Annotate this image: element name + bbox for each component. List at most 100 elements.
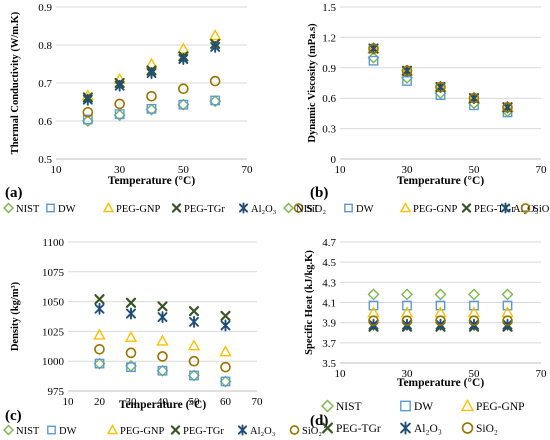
data-point-diamond-1 xyxy=(367,288,380,301)
legend-marker-shape xyxy=(47,425,56,435)
legend-label: PEG-GNP xyxy=(116,204,160,215)
x-tick-label: 30 xyxy=(402,368,414,380)
data-point-diamond-1-shape xyxy=(188,369,200,382)
y-tick-label: 0.3 xyxy=(322,124,336,136)
chart-panel-3: 975 1000 1025 1050 1075 1100 10 20 30 40 50 60 70 Tem… xyxy=(3,237,322,437)
data-point-diamond-1-shape xyxy=(219,375,232,388)
data-point-triangle-3 xyxy=(177,42,190,54)
x-tick-label: 70 xyxy=(242,164,254,176)
data-point-circle-6 xyxy=(435,81,446,93)
data-point-triangle-3-shape xyxy=(187,339,201,351)
legend-marker-shape xyxy=(293,203,304,213)
data-point-circle-6 xyxy=(401,65,413,77)
data-point-circle-6-shape xyxy=(468,315,480,326)
data-point-diamond-1 xyxy=(145,103,158,116)
legend-marker-shape xyxy=(170,425,181,435)
data-point-star-5-shape xyxy=(368,42,379,55)
legend-label: PEG-TGr xyxy=(336,423,381,435)
data-point-x-4 xyxy=(157,301,168,312)
data-point-square-2-shape xyxy=(189,370,199,381)
data-point-circle-6-shape xyxy=(435,81,446,93)
data-point-x-4 xyxy=(188,306,200,317)
data-point-square-2-shape xyxy=(402,300,412,311)
legend-label: DW xyxy=(59,426,77,437)
data-point-star-5 xyxy=(469,92,479,105)
legend-marker xyxy=(399,202,412,213)
data-point-circle-6 xyxy=(94,343,105,355)
data-point-diamond-1-shape xyxy=(468,288,480,301)
legend-label: DW xyxy=(414,401,433,413)
x-tick-label: 10 xyxy=(63,396,75,408)
legend-label: NIST xyxy=(16,426,40,437)
data-point-circle-6-shape xyxy=(82,106,94,118)
legend-label: PEG-TGr xyxy=(183,426,224,437)
data-point-circle-6-shape xyxy=(502,315,513,326)
data-point-circle-6 xyxy=(157,351,168,362)
data-point-diamond-1-shape xyxy=(209,95,222,108)
legend-marker xyxy=(293,203,304,213)
data-point-star-5 xyxy=(94,302,105,315)
data-point-circle-6-shape xyxy=(468,92,480,104)
legend-marker xyxy=(344,203,353,213)
legend-marker xyxy=(520,203,531,213)
panel-label: (a) xyxy=(5,185,23,201)
legend-marker xyxy=(238,202,249,214)
data-point-x-4-shape xyxy=(157,301,168,312)
data-point-circle-6-shape xyxy=(125,347,137,359)
chart-panel-4: 3.5 3.7 3.9 4.1 4.3 4.5 4.7 10 30 50 70 Temperature… xyxy=(304,237,547,435)
legend-marker xyxy=(289,425,300,435)
data-point-diamond-1-shape xyxy=(434,288,447,301)
legend-label: Al₂O₃ xyxy=(251,204,277,215)
legend-marker-shape xyxy=(289,425,300,435)
data-point-diamond-1-shape xyxy=(145,103,158,116)
data-point-diamond-1 xyxy=(156,364,169,377)
panel-label: (b) xyxy=(310,185,328,201)
data-point-circle-6 xyxy=(368,43,379,54)
x-tick-label: 40 xyxy=(157,396,169,408)
data-point-star-5 xyxy=(435,81,446,94)
data-point-star-5 xyxy=(402,64,412,77)
legend-marker xyxy=(102,202,115,213)
legend-label: NIST xyxy=(296,204,320,215)
legend-marker-shape xyxy=(102,202,115,213)
x-tick-label: 30 xyxy=(402,164,414,176)
legend-marker xyxy=(461,422,474,434)
legend-label: PEG-TGr xyxy=(184,204,225,215)
data-point-circle-6-shape xyxy=(94,343,105,355)
data-point-x-4-shape xyxy=(220,310,231,322)
legend-marker xyxy=(400,400,411,412)
y-tick-label: 0.8 xyxy=(38,40,52,52)
legend-marker xyxy=(460,399,475,412)
data-point-square-2 xyxy=(220,376,231,387)
legend-marker-shape xyxy=(461,422,474,434)
legend-marker-shape xyxy=(171,203,182,213)
x-tick-label: 50 xyxy=(178,164,190,176)
y-tick-label: 3.5 xyxy=(322,358,336,370)
legend-marker-shape xyxy=(500,202,511,214)
x-axis-label: Temperature (°C) xyxy=(397,377,484,389)
data-point-star-5 xyxy=(126,307,136,320)
data-point-square-2 xyxy=(82,114,93,125)
legend-label: SiO₂ xyxy=(302,426,322,437)
legend-marker-shape xyxy=(400,400,411,412)
data-point-star-5 xyxy=(157,311,168,324)
x-tick-label: 30 xyxy=(114,164,126,176)
data-point-square-2 xyxy=(94,358,105,369)
y-tick-label: 0.5 xyxy=(38,154,52,166)
legend-label: PEG-GNP xyxy=(476,401,525,413)
data-point-circle-6 xyxy=(178,83,189,94)
data-point-square-2-shape xyxy=(82,114,93,125)
legend-label: SiO₂ xyxy=(533,204,550,215)
data-point-square-2 xyxy=(178,99,189,110)
legend-marker-shape xyxy=(106,424,119,435)
legend-marker xyxy=(322,422,333,434)
legend-marker-shape xyxy=(321,399,334,413)
chart-panel-2: 0 0.3 0.6 0.9 1.2 1.5 10 30 50 70 Temperature (°C)… xyxy=(283,2,550,215)
legend-marker xyxy=(46,203,55,213)
data-point-diamond-1 xyxy=(401,288,413,301)
legend-marker-shape xyxy=(400,421,411,435)
legend-marker xyxy=(170,425,181,435)
data-point-star-5-shape xyxy=(189,315,199,328)
data-point-circle-6-shape xyxy=(435,315,446,326)
y-tick-label: 0.7 xyxy=(38,78,52,90)
